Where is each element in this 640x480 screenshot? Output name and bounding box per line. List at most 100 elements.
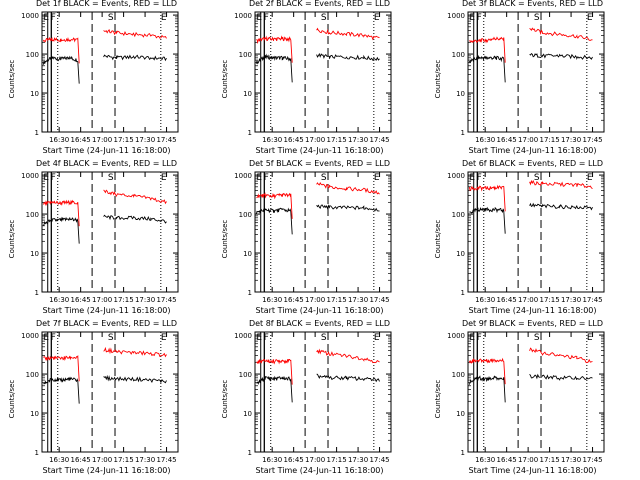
x-tick-label: 16:45 bbox=[284, 136, 304, 144]
series-line-events bbox=[103, 214, 167, 224]
x-axis-label: Start Time (24-Jun-11 16:18:00) bbox=[255, 306, 384, 315]
marker-letter: S bbox=[534, 13, 540, 23]
y-tick-label: 100 bbox=[26, 371, 39, 379]
marker-letter: S bbox=[108, 173, 114, 183]
x-tick-label: 17:30 bbox=[348, 456, 368, 464]
chart-panel: Det 9f BLACK = Events, RED = LLD Start Ti… bbox=[426, 319, 639, 480]
series-line-events bbox=[529, 52, 593, 61]
x-tick-label: 17:30 bbox=[135, 456, 155, 464]
y-tick-label: 1 bbox=[248, 289, 252, 297]
x-axis-label: Start Time (24-Jun-11 16:18:00) bbox=[42, 306, 171, 315]
marker-letter: S bbox=[321, 333, 327, 343]
x-tick-label: 17:30 bbox=[561, 296, 581, 304]
x-tick-label: 17:45 bbox=[369, 296, 389, 304]
x-tick-label: 17:45 bbox=[156, 296, 176, 304]
x-tick-label: 16:30 bbox=[49, 296, 69, 304]
x-tick-label: 17:15 bbox=[114, 296, 134, 304]
chart-title: Det 4f BLACK = Events, RED = LLD bbox=[35, 159, 178, 168]
x-tick-label: 17:30 bbox=[561, 136, 581, 144]
marker-letter: S bbox=[321, 173, 327, 183]
chart-panel: Det 7f BLACK = Events, RED = LLD Start Ti… bbox=[0, 319, 213, 480]
x-tick-label: 16:45 bbox=[497, 296, 517, 304]
x-axis-label: Start Time (24-Jun-11 16:18:00) bbox=[42, 146, 171, 155]
x-tick-label: 16:45 bbox=[497, 136, 517, 144]
x-tick-label: 16:30 bbox=[262, 136, 282, 144]
y-tick-label: 1000 bbox=[234, 332, 252, 340]
y-tick-label: 10 bbox=[30, 90, 39, 98]
x-axis-label: Start Time (24-Jun-11 16:18:00) bbox=[468, 146, 597, 155]
y-tick-label: 1000 bbox=[447, 12, 465, 20]
chart-title: Det 9f BLACK = Events, RED = LLD bbox=[461, 319, 604, 328]
series-line-lld bbox=[468, 357, 506, 385]
series-line-lld bbox=[529, 347, 593, 364]
x-tick-label: 17:00 bbox=[518, 296, 538, 304]
marker-letter: F bbox=[51, 333, 56, 343]
x-axis-label: Start Time (24-Jun-11 16:18:00) bbox=[255, 146, 384, 155]
x-tick-label: 17:45 bbox=[156, 136, 176, 144]
x-axis-label: Start Time (24-Jun-11 16:18:00) bbox=[255, 466, 384, 475]
y-tick-label: 1000 bbox=[21, 332, 39, 340]
series-line-lld bbox=[103, 29, 167, 39]
y-tick-label: 1 bbox=[248, 129, 252, 137]
chart-panel: Det 5f BLACK = Events, RED = LLD Start Ti… bbox=[213, 159, 426, 320]
x-tick-label: 17:30 bbox=[135, 296, 155, 304]
chart-svg: 1 10 100 1000 16:30 16:45 17:00 17:15 17:30 17:45… bbox=[21, 171, 179, 304]
series-line-events bbox=[316, 373, 380, 383]
y-tick-label: 10 bbox=[243, 90, 252, 98]
y-tick-label: 100 bbox=[26, 211, 39, 219]
marker-letter: F bbox=[264, 13, 269, 23]
series-line-lld bbox=[316, 348, 380, 364]
y-tick-label: 100 bbox=[26, 51, 39, 59]
series-line-events bbox=[468, 54, 506, 83]
series-line-events bbox=[103, 374, 167, 384]
series-line-events bbox=[103, 54, 167, 62]
marker-letter: E bbox=[469, 13, 475, 23]
chart-panel: Det 6f BLACK = Events, RED = LLD Start Ti… bbox=[426, 159, 639, 320]
x-tick-label: 17:15 bbox=[327, 296, 347, 304]
y-tick-label: 1 bbox=[461, 129, 465, 137]
x-tick-label: 17:45 bbox=[582, 136, 602, 144]
x-axis-label: Start Time (24-Jun-11 16:18:00) bbox=[42, 466, 171, 475]
series-line-events bbox=[255, 53, 293, 83]
chart-title: Det 3f BLACK = Events, RED = LLD bbox=[461, 0, 604, 8]
marker-letter: E bbox=[43, 13, 49, 23]
x-tick-label: 17:15 bbox=[540, 456, 560, 464]
x-tick-label: 17:15 bbox=[114, 136, 134, 144]
x-tick-label: 17:45 bbox=[582, 296, 602, 304]
series-line-lld bbox=[42, 199, 80, 227]
y-tick-label: 100 bbox=[452, 211, 465, 219]
series-line-events bbox=[255, 207, 293, 235]
x-tick-label: 17:00 bbox=[92, 456, 112, 464]
plot-frame bbox=[41, 331, 179, 453]
x-tick-label: 17:15 bbox=[114, 456, 134, 464]
series-line-lld bbox=[316, 27, 380, 41]
x-tick-label: 17:00 bbox=[305, 456, 325, 464]
x-tick-label: 16:30 bbox=[262, 456, 282, 464]
series-line-lld bbox=[469, 36, 506, 63]
series-line-lld bbox=[256, 35, 293, 63]
y-tick-label: 10 bbox=[243, 410, 252, 418]
y-tick-label: 100 bbox=[452, 371, 465, 379]
marker-letter: F bbox=[51, 13, 56, 23]
y-tick-label: 1 bbox=[461, 289, 465, 297]
x-tick-label: 16:30 bbox=[475, 456, 495, 464]
chart-panel: Det 8f BLACK = Events, RED = LLD Start Ti… bbox=[213, 319, 426, 480]
x-tick-label: 17:00 bbox=[518, 136, 538, 144]
y-tick-label: 1000 bbox=[447, 332, 465, 340]
marker-letter: S bbox=[108, 13, 114, 23]
x-tick-label: 16:45 bbox=[71, 136, 91, 144]
x-tick-label: 16:45 bbox=[71, 296, 91, 304]
marker-letter: E bbox=[161, 13, 167, 23]
x-tick-label: 16:45 bbox=[71, 456, 91, 464]
marker-letter: E bbox=[256, 333, 262, 343]
series-line-lld bbox=[529, 27, 593, 41]
chart-panel: Det 2f BLACK = Events, RED = LLD Start Ti… bbox=[213, 0, 426, 160]
series-line-lld bbox=[103, 189, 167, 205]
x-tick-label: 17:15 bbox=[327, 136, 347, 144]
series-line-lld bbox=[103, 346, 167, 358]
y-tick-label: 1 bbox=[35, 449, 39, 457]
marker-letter: F bbox=[264, 333, 269, 343]
x-tick-label: 17:30 bbox=[348, 296, 368, 304]
marker-letter: E bbox=[374, 13, 380, 23]
series-line-events bbox=[469, 206, 506, 234]
